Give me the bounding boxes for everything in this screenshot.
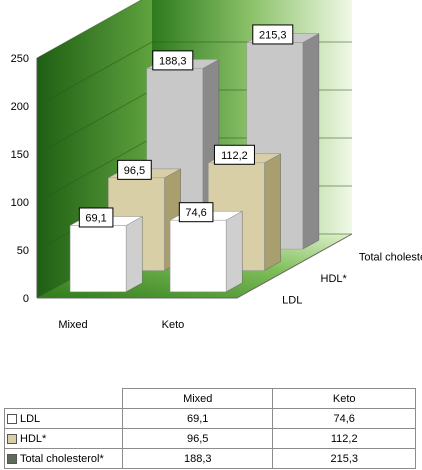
table-row: LDL 69,1 74,6 (4, 408, 416, 429)
data-label-text: 188,3 (159, 55, 187, 67)
table-corner-cell (4, 388, 123, 409)
data-label-box (152, 50, 194, 71)
y-tick-label: 150 (11, 149, 29, 161)
legend-swatch-hdl (7, 433, 17, 444)
table-header-row: Mixed Keto (4, 388, 416, 409)
series-axis-label: Total cholesterol* (359, 252, 422, 264)
data-label-box (213, 144, 255, 165)
data-label: 215,3 (252, 24, 294, 45)
table-cell: 215,3 (272, 448, 416, 469)
bar (169, 210, 244, 293)
data-label: 96,5 (117, 159, 152, 180)
table-row: HDL* 96,5 112,2 (4, 428, 416, 449)
bar-side (264, 153, 281, 271)
y-tick-label: 200 (11, 101, 29, 113)
table-cell: 188,3 (121, 448, 274, 469)
data-label-box (78, 207, 114, 228)
bars: 188,3 215,3 96,5 112,2 69,1 74,6 (69, 24, 320, 293)
bar-side (302, 33, 320, 250)
bar (69, 216, 144, 293)
data-label: 74,6 (178, 202, 214, 223)
legend-swatch-ldl (7, 413, 17, 424)
data-label-text: 112,2 (221, 150, 248, 162)
chart: 0 50 100 150 200 250 188,3 215,3 96,5 112,2 69,1 7… (11, 0, 422, 331)
table-cell: 96,5 (121, 428, 274, 449)
table-cell: 74,6 (272, 408, 416, 429)
data-label-text: 69,1 (85, 212, 106, 224)
series-axis-label: HDL* (321, 273, 348, 285)
data-label-text: 96,5 (124, 165, 145, 177)
bar-side (225, 210, 243, 293)
data-label: 188,3 (152, 50, 194, 71)
gridline (36, 0, 143, 59)
series-label: HDL* (20, 432, 47, 445)
table-cell: 69,1 (121, 408, 274, 429)
table-header-keto: Keto (272, 388, 416, 409)
table-series-cell: Total cholesterol* (4, 448, 123, 469)
series-axis-label: LDL (282, 294, 302, 306)
data-label-box (117, 159, 152, 180)
table-series-cell: HDL* (4, 428, 123, 449)
y-tick-label: 100 (11, 197, 29, 209)
table-row: Total cholesterol* 188,3 215,3 (4, 448, 416, 469)
bar-front (169, 219, 227, 293)
table-header-mixed: Mixed (121, 388, 274, 409)
bar-side (125, 216, 143, 293)
y-tick-label: 250 (11, 53, 29, 65)
data-label: 69,1 (78, 207, 114, 228)
bar-front (69, 225, 127, 293)
data-label-text: 74,6 (185, 207, 206, 219)
y-tick-label: 0 (23, 293, 29, 305)
table-series-cell: LDL (4, 408, 123, 429)
y-axis: 0 50 100 150 200 250 (11, 53, 353, 305)
x-axis: Mixed Keto (58, 319, 184, 331)
data-table: Mixed Keto LDL 69,1 74,6 HDL* 96,5 112,2… (4, 388, 416, 469)
y-tick-label: 50 (17, 245, 29, 257)
floor-edge (37, 233, 353, 299)
category-label: Mixed (58, 319, 87, 331)
category-label: Keto (162, 319, 185, 331)
table-cell: 112,2 (272, 428, 416, 449)
data-label-box (178, 202, 214, 223)
data-label: 112,2 (213, 144, 255, 165)
data-label-text: 215,3 (259, 29, 287, 41)
data-label-box (252, 24, 294, 45)
series-label: Total cholesterol* (20, 452, 104, 465)
depth-axis: LDL HDL* Total cholesterol* (282, 252, 422, 307)
legend-swatch-total (7, 453, 17, 464)
series-label: LDL (20, 412, 41, 425)
